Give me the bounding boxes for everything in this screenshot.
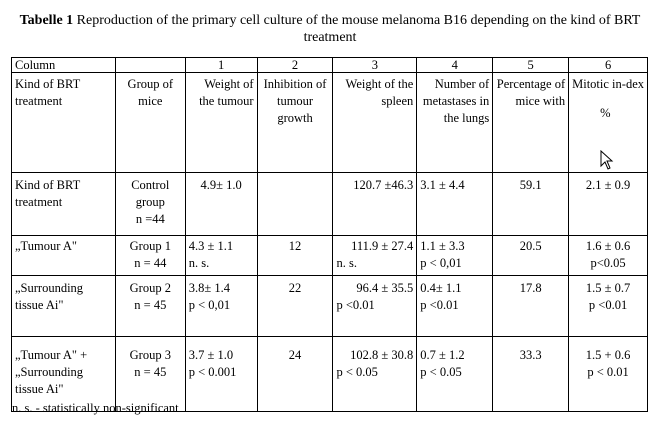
header-group: Group of mice bbox=[114, 72, 186, 173]
header-mitotic-percent: % bbox=[600, 106, 611, 120]
significance-line: p < 0.001 bbox=[188, 365, 237, 379]
row-metastases: 0.4± 1.1 p <0.01 bbox=[416, 275, 494, 337]
significance-line: n. s. bbox=[188, 256, 210, 270]
header-spleen-weight: Weight of the spleen bbox=[332, 72, 418, 173]
row-metastases: 3.1 ± 4.4 bbox=[416, 172, 494, 236]
value-line: 1.1 ± 3.3 bbox=[420, 239, 465, 253]
row-metastases: 0.7 ± 1.2 p < 0.05 bbox=[416, 336, 494, 412]
table-caption: Tabelle 1 Reproduction of the primary ce… bbox=[0, 12, 660, 46]
group-line: n = 45 bbox=[134, 365, 167, 379]
row-inhibition: 12 bbox=[256, 235, 334, 276]
significance-line: p <0.01 bbox=[336, 298, 375, 312]
row-inhibition: 24 bbox=[256, 336, 334, 412]
value-line: 1.6 ± 0.6 bbox=[585, 239, 631, 253]
row-kind: Kind of BRT treatment bbox=[11, 172, 116, 236]
value-line: 3.7 ± 1.0 bbox=[188, 348, 234, 362]
significance-line: p < 0.05 bbox=[420, 365, 462, 379]
column-number-blank bbox=[114, 57, 186, 73]
table-row: „Surrounding tissue Ai" Group 2 n = 45 3… bbox=[11, 275, 648, 337]
significance-line: n. s. bbox=[336, 256, 357, 270]
value-line: 0.4± 1.1 bbox=[420, 281, 462, 295]
significance-line: p < 0.05 bbox=[336, 365, 378, 379]
column-number-6: 6 bbox=[568, 57, 648, 73]
header-tumour-weight: Weight of the tumour bbox=[184, 72, 258, 173]
header-mitotic-label: Mitotic in-dex bbox=[572, 77, 644, 91]
row-mitotic: 1.5 ± 0.7 p <0.01 bbox=[568, 275, 648, 337]
row-percentage: 20.5 bbox=[492, 235, 570, 276]
column-number-row: Column 1 2 3 4 5 6 bbox=[11, 57, 648, 73]
row-percentage: 33.3 bbox=[492, 336, 570, 412]
row-mitotic: 1.5 + 0.6 p < 0.01 bbox=[568, 336, 648, 412]
row-kind: „Tumour A" bbox=[11, 235, 116, 276]
row-percentage: 17.8 bbox=[492, 275, 570, 337]
row-tumour: 3.7 ± 1.0 p < 0.001 bbox=[184, 336, 258, 412]
row-spleen: 96.4 ± 35.5 p <0.01 bbox=[332, 275, 418, 337]
row-kind: „Surrounding tissue Ai" bbox=[11, 275, 116, 337]
row-metastases: 1.1 ± 3.3 p < 0,01 bbox=[416, 235, 494, 276]
group-line: Group 1 bbox=[129, 239, 171, 253]
significance-line: p < 0,01 bbox=[420, 256, 462, 270]
significance-line: p < 0,01 bbox=[188, 298, 231, 312]
row-group: Group 1 n = 44 bbox=[114, 235, 186, 276]
header-metastases: Number of metastases in the lungs bbox=[416, 72, 494, 173]
group-line: n =44 bbox=[135, 212, 165, 226]
value-line: 102.8 ± 30.8 bbox=[350, 348, 414, 362]
footnote: n. s. - statistically non-significant bbox=[12, 401, 179, 415]
row-group: Control group n =44 bbox=[114, 172, 186, 236]
group-line: group bbox=[135, 195, 165, 209]
header-percentage: Percentage of mice with bbox=[492, 72, 570, 173]
value-line: 0.7 ± 1.2 bbox=[420, 348, 465, 362]
group-line: Group 2 bbox=[129, 281, 171, 295]
header-inhibition: Inhibition of tumour growth bbox=[256, 72, 334, 173]
row-spleen: 111.9 ± 27.4 n. s. bbox=[332, 235, 418, 276]
column-number-4: 4 bbox=[416, 57, 494, 73]
table-row: „Tumour A" Group 1 n = 44 4.3 ± 1.1 n. s… bbox=[11, 235, 648, 276]
header-mitotic: Mitotic in-dex % bbox=[568, 72, 648, 173]
column-number-2: 2 bbox=[256, 57, 334, 73]
caption-text: Reproduction of the primary cell culture… bbox=[76, 13, 641, 45]
row-inhibition bbox=[256, 172, 334, 236]
row-inhibition: 22 bbox=[256, 275, 334, 337]
column-number-label: Column bbox=[11, 57, 116, 73]
column-number-5: 5 bbox=[492, 57, 570, 73]
results-table: Column 1 2 3 4 5 6 Kind of BRT treatment… bbox=[11, 57, 648, 412]
significance-line: p < 0.01 bbox=[587, 365, 629, 379]
group-line: Group 3 bbox=[129, 348, 171, 362]
caption-label: Tabelle 1 bbox=[19, 13, 74, 28]
row-tumour: 4.3 ± 1.1 n. s. bbox=[184, 235, 258, 276]
value-line: 1.5 ± 0.7 bbox=[585, 281, 631, 295]
table-row: Kind of BRT treatment Control group n =4… bbox=[11, 172, 648, 236]
row-spleen: 102.8 ± 30.8 p < 0.05 bbox=[332, 336, 418, 412]
significance-line: p <0.01 bbox=[420, 298, 459, 312]
group-line: n = 45 bbox=[134, 298, 167, 312]
row-kind: „Tumour A" + „Surrounding tissue Ai" bbox=[11, 336, 116, 412]
table-row: „Tumour A" + „Surrounding tissue Ai" Gro… bbox=[11, 336, 648, 412]
row-spleen: 120.7 ±46.3 bbox=[332, 172, 418, 236]
significance-line: p <0.01 bbox=[588, 298, 628, 312]
row-mitotic: 1.6 ± 0.6 p<0.05 bbox=[568, 235, 648, 276]
group-line: n = 44 bbox=[134, 256, 167, 270]
value-line: 111.9 ± 27.4 bbox=[351, 239, 414, 253]
value-line: 1.5 + 0.6 bbox=[585, 348, 631, 362]
row-percentage: 59.1 bbox=[492, 172, 570, 236]
value-line: 3.8± 1.4 bbox=[188, 281, 230, 295]
value-line: 96.4 ± 35.5 bbox=[356, 281, 414, 295]
significance-line: p<0.05 bbox=[590, 256, 626, 270]
row-tumour: 3.8± 1.4 p < 0,01 bbox=[184, 275, 258, 337]
column-number-1: 1 bbox=[184, 57, 258, 73]
row-group: Group 2 n = 45 bbox=[114, 275, 186, 337]
mouse-pointer-icon bbox=[600, 150, 614, 170]
value-line: 4.3 ± 1.1 bbox=[188, 239, 234, 253]
row-group: Group 3 n = 45 bbox=[114, 336, 186, 412]
header-kind: Kind of BRT treatment bbox=[11, 72, 116, 173]
row-mitotic: 2.1 ± 0.9 bbox=[568, 172, 648, 236]
header-row: Kind of BRT treatment Group of mice Weig… bbox=[11, 72, 648, 173]
group-line: Control bbox=[131, 178, 170, 192]
column-number-3: 3 bbox=[332, 57, 418, 73]
row-tumour: 4.9± 1.0 bbox=[184, 172, 258, 236]
